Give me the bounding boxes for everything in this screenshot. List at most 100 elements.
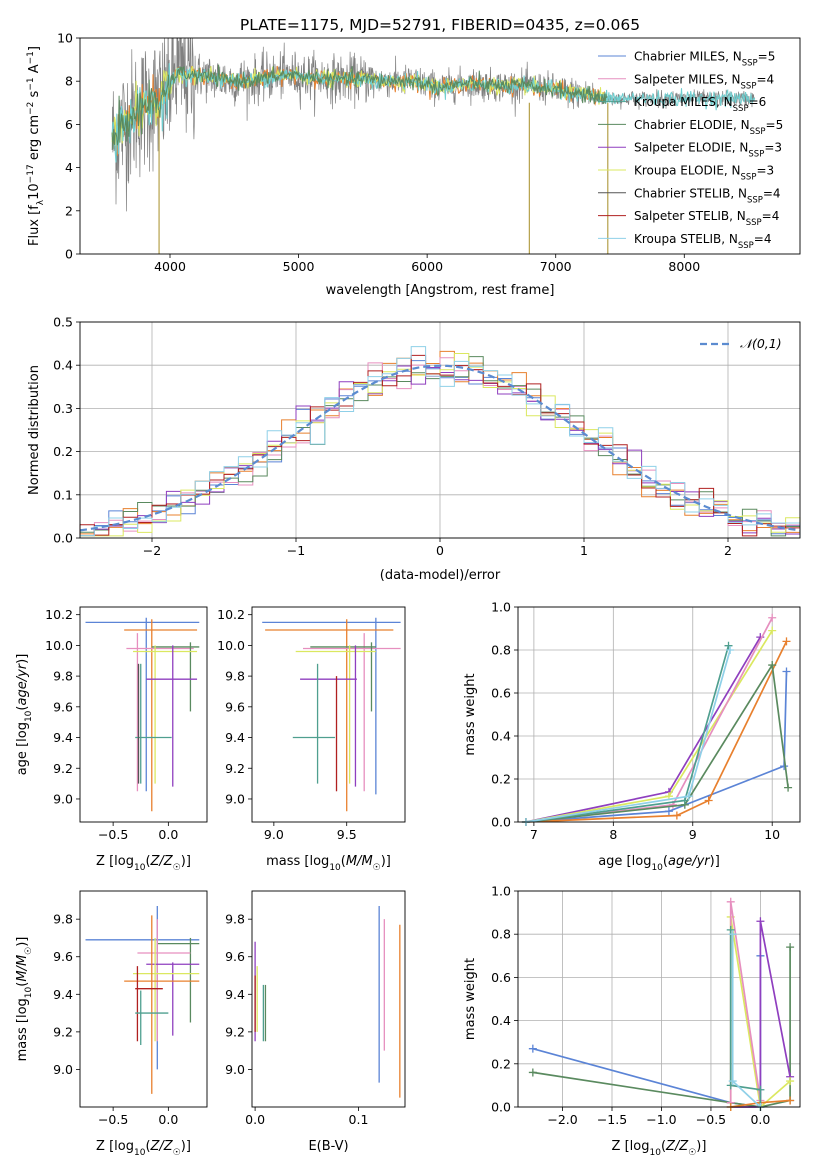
y-axis-label-part: −2 [26,102,36,115]
axes-frame [79,606,208,823]
y-tick-label: 0.5 [53,315,73,330]
x-axis-label: (data-model)/error [380,568,501,583]
y-tick-label: 9.0 [225,791,245,806]
y-tick-label: 6 [65,117,73,132]
axes-frame [79,37,801,255]
series-marker [768,661,777,670]
x-axis-label-part: )] [181,1139,191,1154]
series-marker [528,1044,537,1053]
x-axis-label-part: ☉ [173,863,181,873]
series-marker [726,646,735,654]
legend-label: Chabrier MILES, NSSP=5 [634,50,775,69]
plot-area [518,891,800,1107]
spectrum-lines [111,38,756,254]
x-axis-label-part: ☉ [373,863,381,873]
legend-label-part: SSP [750,127,766,137]
x-tick-label: −0.5 [98,1112,128,1127]
legend-label-part: Kroupa ELODIE, N [634,164,741,178]
series-marker [786,1096,795,1105]
legend-label-part: Salpeter MILES, N [634,72,741,86]
y-tick-label: 0.2 [491,1056,511,1071]
series-line [729,929,762,1107]
legend-label: Kroupa STELIB, NSSP=4 [634,232,772,251]
x-tick-label: 6000 [411,259,443,274]
y-tick-label: 10.2 [45,607,73,622]
plot-area [80,607,207,822]
legend-label-part: SSP [746,218,762,228]
x-axis-label-part: ( [145,1139,150,1154]
y-axis-label-part: ☉ [24,947,34,955]
model-spectrum [111,64,608,150]
axes-frame [251,890,406,1108]
legend-label-part: Chabrier STELIB, N [634,186,747,200]
x-axis-label-part: )] [696,1139,706,1154]
y-tick-label: 9.8 [225,669,245,684]
x-tick-label: 7 [530,827,538,842]
y-tick-label: 9.6 [53,699,73,714]
x-axis-label-part: M/M [346,854,373,869]
y-axis-label-part: −1 [26,77,36,90]
plot-area [252,891,405,1107]
residuals-panel: −2 −1 0 1 2 0.0 0.1 0.2 0.3 0.4 0.5 (data-model)/er… [27,315,801,583]
y-axis-label-part: A [27,64,42,77]
y-tick-label: 9.4 [225,987,245,1002]
y-tick-label: 9.4 [53,987,73,1002]
legend-label-part: =6 [749,95,767,109]
y-tick-label: 0.4 [53,358,73,373]
legend-label-part: Chabrier MILES, N [634,50,742,64]
legend-label-part: SSP [741,81,757,91]
legend-label-part: =5 [758,50,776,64]
x-axis-label-part: 10 [134,863,146,873]
x-tick-label: 1 [580,543,588,558]
y-tick-label: 4 [65,160,73,175]
legend-label: Kroupa MILES, NSSP=6 [634,95,766,114]
x-axis-label: mass [log10(M/M☉)] [266,854,391,873]
x-tick-label: 0.0 [750,1112,770,1127]
x-tick-label: 0.0 [158,827,178,842]
spectrum-panel: 4000 5000 6000 7000 8000 0 2 4 6 8 10 wavelength [A… [26,31,801,298]
normal-curve [79,364,801,532]
y-axis-label: Normed distribution [27,365,42,495]
y-axis-label-part: age [log [15,722,30,775]
y-axis-label-part: λ [36,199,46,205]
y-tick-label: 1.0 [491,600,511,615]
plot-area [252,607,405,822]
x-axis-label-part: 10 [134,1148,146,1158]
y-axis-label: Flux [fλ10−17 erg cm−2 s−1 A−1] [26,46,46,246]
x-axis-label-part: ( [145,854,150,869]
series-line [525,641,788,823]
y-tick-label: 9.8 [225,912,245,927]
series-line [525,662,789,823]
x-tick-label: 0 [436,543,444,558]
residual-histogram [79,346,801,538]
series-marker [768,626,777,635]
x-tick-label: 9.5 [337,827,357,842]
x-tick-label: 2 [724,543,732,558]
y-tick-label: 8 [65,74,73,89]
x-axis-label-part: 10 [329,863,341,873]
series-marker [756,917,765,926]
legend-label: Chabrier ELODIE, NSSP=5 [634,118,783,137]
axes-frame [251,606,406,823]
legend-label-part: SSP [738,241,754,251]
mass-vs-EBV-panel: 0.0 0.1 9.0 9.2 9.4 9.6 9.8 E(B-V) [225,890,406,1154]
y-tick-label: 0.8 [491,927,511,942]
x-axis-label-part: ( [663,854,668,869]
series-marker [664,807,673,816]
series-marker [726,897,735,906]
x-axis-label: E(B-V) [308,1139,348,1154]
legend-label-part: Salpeter STELIB, N [634,209,746,223]
legend-label-part: SSP [741,173,757,183]
x-axis-label-part: Z [log [612,1139,650,1154]
y-tick-label: 0.3 [53,401,73,416]
figure-title: PLATE=1175, MJD=52791, FIBERID=0435, z=0… [240,16,640,34]
x-axis-label: wavelength [Angstrom, rest frame] [326,283,555,298]
y-tick-label: 1.0 [491,884,511,899]
axes-frame [79,890,208,1108]
series-marker [782,637,791,646]
massweight-vs-Z-panel: −2.0 −1.5 −1.0 −0.5 0.0 0.0 0.2 0.4 0.6 0.8 1.0 Z [… [463,884,801,1158]
y-tick-label: 9.2 [225,1024,245,1039]
y-tick-label: 9.0 [53,791,73,806]
